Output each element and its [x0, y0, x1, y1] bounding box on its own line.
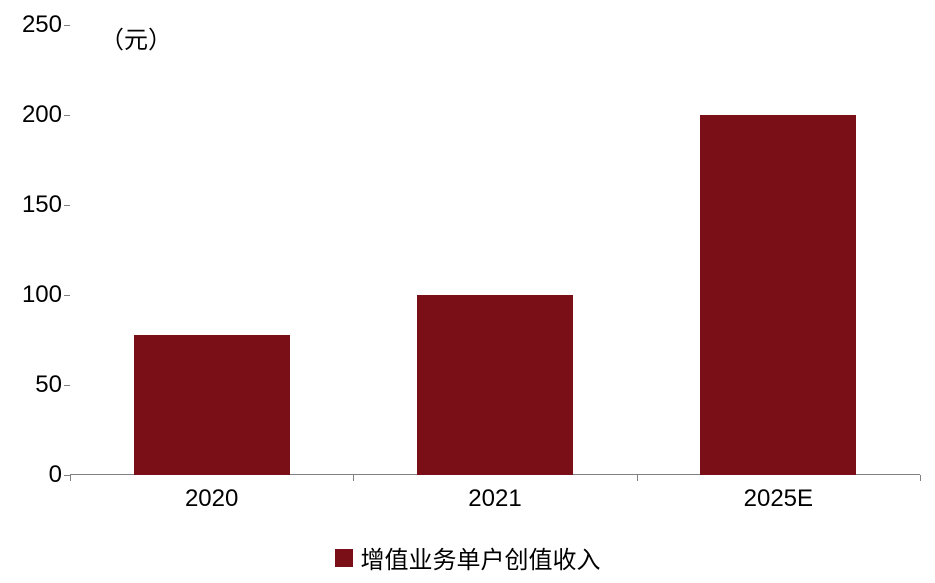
bar — [134, 335, 290, 475]
x-tick-mark — [920, 475, 921, 481]
legend: 增值业务单户创值收入 — [335, 540, 601, 575]
y-tick-mark — [64, 205, 70, 206]
legend-swatch — [335, 549, 353, 567]
y-tick-mark — [64, 295, 70, 296]
y-tick-label: 0 — [49, 461, 62, 489]
y-axis-unit-label: （元） — [100, 20, 172, 55]
y-tick-label: 100 — [22, 281, 62, 309]
x-tick-mark — [637, 475, 638, 481]
y-tick-mark — [64, 115, 70, 116]
x-tick-mark — [70, 475, 71, 481]
y-tick-label: 50 — [35, 371, 62, 399]
bar-chart: （元） 050100150200250202020212025E 增值业务单户创… — [0, 0, 935, 583]
y-tick-mark — [64, 25, 70, 26]
x-category-label: 2020 — [185, 485, 238, 513]
y-tick-label: 250 — [22, 11, 62, 39]
bar — [417, 295, 573, 475]
y-tick-label: 200 — [22, 101, 62, 129]
plot-area: （元） 050100150200250202020212025E — [70, 25, 920, 475]
bar — [700, 115, 856, 475]
legend-label: 增值业务单户创值收入 — [361, 540, 601, 575]
x-category-label: 2025E — [744, 485, 813, 513]
x-category-label: 2021 — [468, 485, 521, 513]
y-tick-label: 150 — [22, 191, 62, 219]
y-tick-mark — [64, 385, 70, 386]
x-tick-mark — [353, 475, 354, 481]
